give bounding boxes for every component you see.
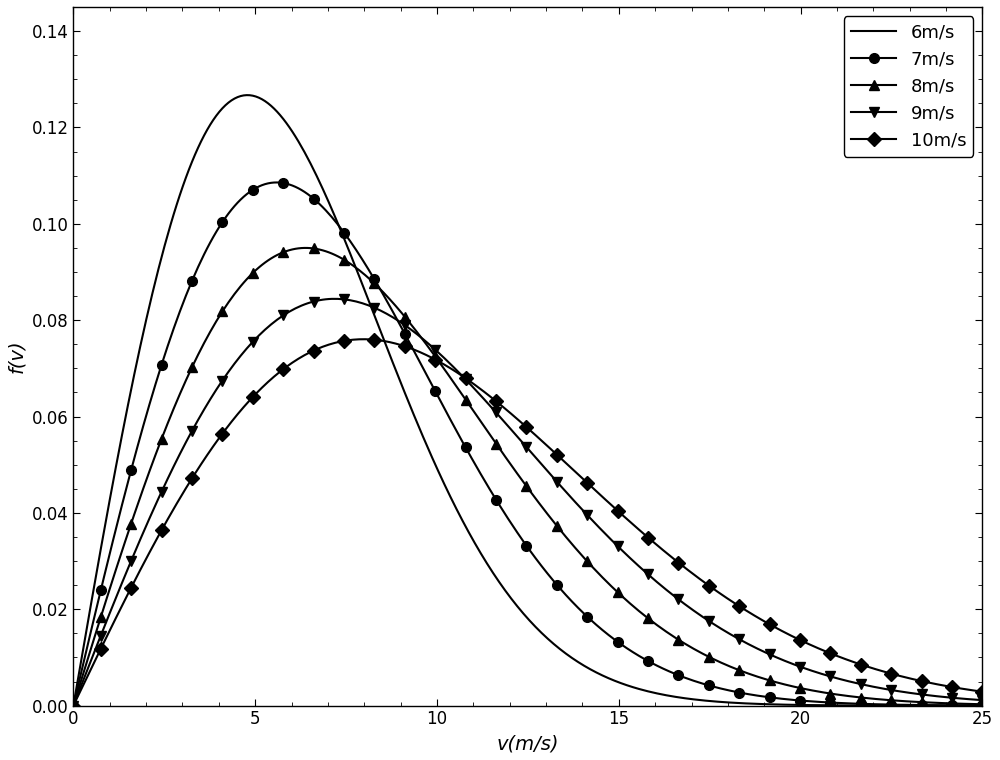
8m/s [691,646,703,655]
10m/s [466,378,478,387]
9m/s [691,608,703,617]
9m/s [329,294,341,303]
10m/s [691,572,703,581]
8m/s [298,243,310,252]
6m/s [837,701,849,710]
9m/s [67,701,79,710]
8m/s [837,691,849,700]
Y-axis label: f(v): f(v) [7,340,26,373]
Line: 10m/s: 10m/s [69,334,987,711]
8m/s [466,404,478,413]
8m/s [913,698,925,707]
9m/s [976,695,988,705]
Legend: 6m/s, 7m/s, 8m/s, 9m/s, 10m/s: 6m/s, 7m/s, 8m/s, 9m/s, 10m/s [844,16,973,157]
6m/s [913,701,925,710]
10m/s [976,687,988,696]
7m/s [271,178,283,187]
8m/s [976,700,988,709]
Line: 9m/s: 9m/s [69,294,987,711]
10m/s [435,358,447,367]
7m/s [466,454,478,463]
10m/s [356,334,368,344]
7m/s [67,701,79,710]
9m/s [466,382,478,391]
7m/s [785,695,797,705]
9m/s [785,659,797,668]
7m/s [913,701,925,710]
X-axis label: v(m/s): v(m/s) [497,734,559,753]
Line: 7m/s: 7m/s [69,178,987,711]
8m/s [435,360,447,369]
10m/s [67,701,79,710]
6m/s [241,90,253,100]
7m/s [837,698,849,708]
10m/s [785,631,797,640]
7m/s [435,398,447,407]
9m/s [913,689,925,698]
7m/s [691,677,703,686]
Line: 8m/s: 8m/s [69,243,987,711]
6m/s [466,533,478,542]
8m/s [785,682,797,691]
6m/s [67,701,79,710]
Line: 6m/s: 6m/s [73,95,982,705]
6m/s [976,701,988,710]
9m/s [837,675,849,684]
10m/s [913,676,925,685]
6m/s [785,700,797,709]
6m/s [435,473,447,483]
10m/s [837,654,849,663]
6m/s [691,695,703,705]
9m/s [435,350,447,359]
8m/s [67,701,79,710]
7m/s [976,701,988,710]
